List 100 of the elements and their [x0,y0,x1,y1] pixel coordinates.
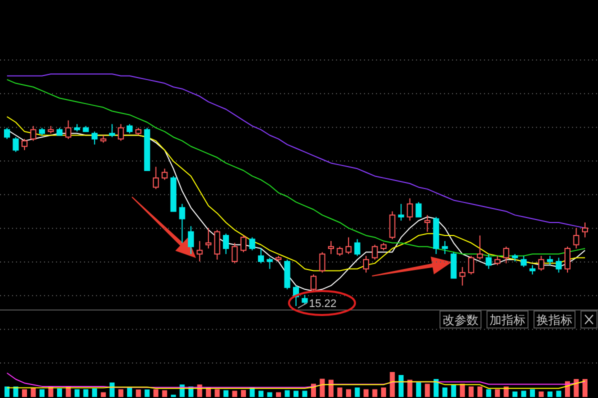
candlestick [494,255,500,266]
bar [442,388,448,397]
bar [57,388,62,397]
bar [512,392,518,397]
bar [127,388,132,397]
bar [477,386,482,397]
bar [74,389,80,397]
candlestick [486,254,492,270]
bar [407,380,412,397]
bar [504,386,509,397]
bar [538,392,544,397]
bar [22,389,28,397]
candlestick [249,236,256,251]
bar [302,390,308,397]
candlestick [152,166,159,190]
bar [574,379,579,397]
bar [223,390,228,397]
candlestick [258,248,264,264]
candlestick [30,125,36,142]
bar [267,392,272,397]
bar [83,389,88,397]
bar [416,382,422,397]
candlestick [520,255,527,268]
bar [547,392,552,397]
candlestick [205,228,212,249]
candlestick [188,226,194,255]
text: 加指标 [490,313,526,327]
candlestick [310,274,317,292]
candlestick [336,246,343,256]
bar [582,379,588,397]
bar [521,390,526,397]
text: 换指标 [536,313,572,327]
candlestick [354,238,360,256]
bar [424,384,430,397]
bar [320,378,325,397]
bar [162,390,168,397]
candlestick [196,240,203,262]
bar [40,389,45,397]
bar [110,382,115,397]
candlestick [4,127,10,140]
bar [556,390,562,397]
candlestick [573,228,580,249]
bar [232,390,238,397]
bar [468,386,474,397]
bar [337,388,342,397]
candlestick [389,210,396,240]
text: 改参数 [442,313,478,327]
candlestick [214,229,220,260]
bar [118,389,124,397]
bar [494,389,500,397]
candlestick [372,244,378,260]
bar [284,390,290,397]
candlestick [556,257,562,274]
candlestick [442,240,448,255]
bar [530,389,535,397]
bar [434,379,439,397]
candlestick [582,222,588,238]
bar [258,390,264,397]
bar [346,389,352,397]
bar [372,389,378,397]
candlestick [179,203,186,244]
bar [451,384,456,397]
bar [30,388,36,397]
bar [381,388,386,397]
candlestick [346,236,352,255]
bar [100,392,106,397]
candlestick [12,136,19,152]
bar [4,386,10,397]
bar [144,390,150,397]
bar [398,375,404,397]
candlestick [328,240,334,255]
bar [294,390,298,397]
candlestick [302,294,308,305]
candlestick [476,234,483,260]
bar [13,386,18,397]
candlestick [468,255,474,275]
candlestick [240,234,246,253]
candlestick [424,214,430,232]
candlestick [162,168,168,180]
candlestick [22,138,28,151]
bar [214,389,220,397]
candlestick [109,124,116,138]
candlestick [503,246,510,264]
bar [460,384,465,397]
candlestick [529,264,536,275]
candlestick [65,120,72,140]
bar [240,390,246,397]
candlestick [92,131,98,146]
bar [276,392,281,397]
bar [486,389,492,397]
candlestick [266,257,273,270]
candlestick [118,124,124,142]
bar [136,390,141,397]
candlestick [363,255,370,274]
bar [328,380,334,397]
candlestick [222,233,229,255]
annotation: 15.22 [309,298,337,310]
candlestick [564,246,570,274]
bar [92,388,98,397]
candlestick [538,255,544,272]
